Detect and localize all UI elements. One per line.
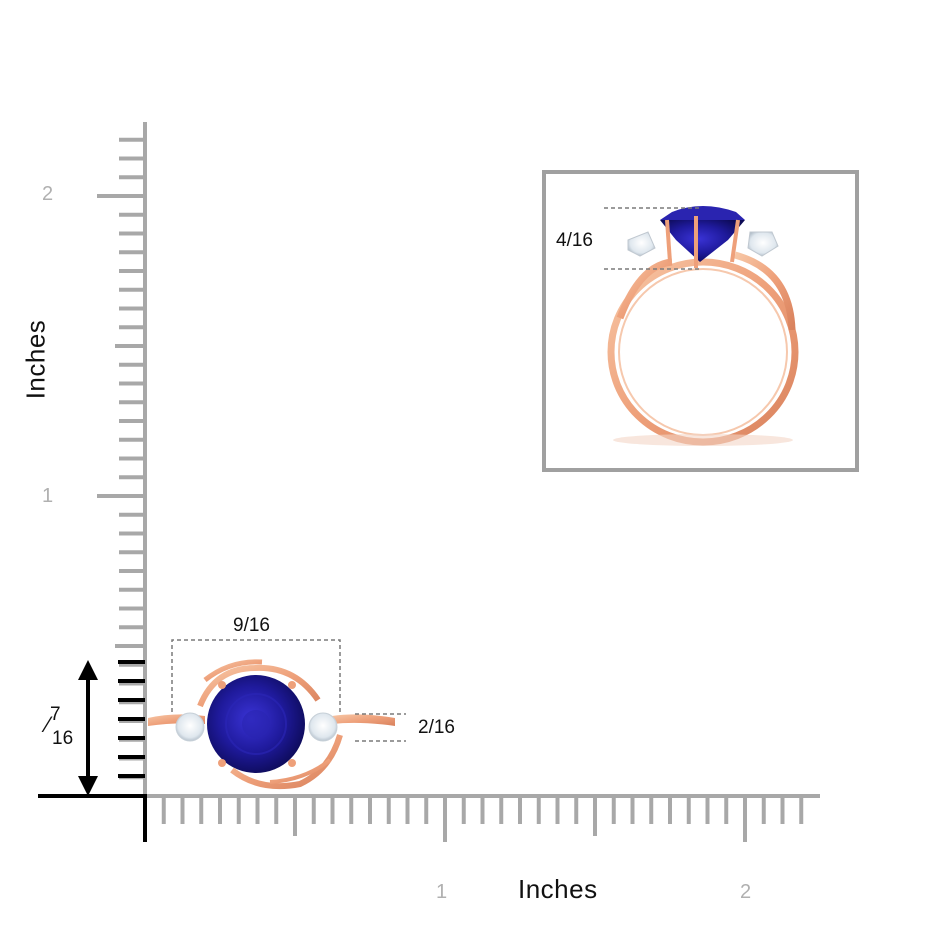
vertical-tick-label-2: 2 bbox=[42, 183, 54, 205]
height-label-slash: ⁄ bbox=[46, 712, 50, 737]
dimension-guides bbox=[171, 639, 406, 742]
band-width-label: 2/16 bbox=[418, 717, 455, 738]
inset-height-label: 4/16 bbox=[556, 230, 593, 251]
horizontal-ruler bbox=[145, 794, 820, 842]
inset-dimension-guides bbox=[604, 207, 700, 270]
height-label-denominator: 16 bbox=[52, 728, 74, 749]
side-view-frame bbox=[542, 170, 859, 472]
top-width-label: 9/16 bbox=[233, 615, 270, 636]
horizontal-axis-title: Inches bbox=[518, 874, 598, 904]
height-label-numerator: 7 bbox=[50, 704, 61, 725]
vertical-ruler-ticks bbox=[97, 137, 145, 780]
double-arrow-icon bbox=[78, 660, 98, 796]
height-ticks bbox=[118, 660, 145, 778]
horizontal-ruler-ticks bbox=[161, 796, 804, 842]
vertical-tick-label-1: 1 bbox=[42, 485, 54, 507]
vertical-axis-title: Inches bbox=[20, 319, 51, 400]
ring-side-view bbox=[607, 206, 799, 446]
horizontal-tick-label-1: 1 bbox=[436, 881, 448, 903]
ring-top-view bbox=[148, 659, 395, 790]
horizontal-tick-label-2: 2 bbox=[740, 881, 752, 903]
vertical-ruler bbox=[97, 122, 147, 796]
